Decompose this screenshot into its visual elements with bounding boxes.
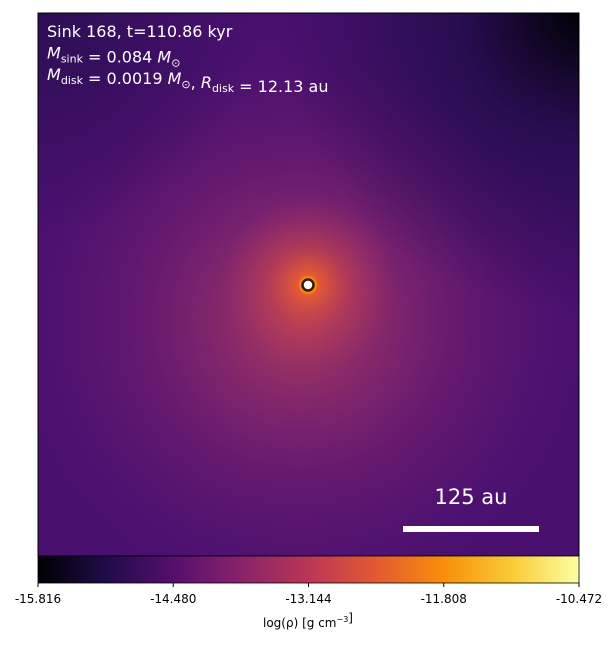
text-part: Sink 168, t=110.86 kyr [47, 22, 233, 41]
scale-bar [403, 526, 539, 532]
text-part: R [201, 73, 212, 92]
tick-label: -15.816 [15, 592, 61, 606]
text-part: = 0.084 [83, 48, 157, 67]
subscript: ⊙ [171, 57, 180, 70]
text-part: M [157, 48, 171, 67]
text-part: log(ρ) [g cm [263, 616, 337, 630]
density-map [38, 13, 579, 556]
subscript: sink [61, 53, 84, 66]
text-part: , [191, 73, 201, 92]
subscript: disk [61, 74, 84, 87]
colorbar-label: log(ρ) [g cm−3] [263, 611, 353, 630]
text-part: M [47, 44, 61, 63]
subscript: disk [212, 82, 235, 95]
colorbar-ticks: -15.816 -14.480 -13.144 -11.808 -10.472 [15, 583, 602, 606]
text-part: M [47, 65, 61, 84]
title-line: Sink 168, t=110.86 kyr [47, 22, 233, 41]
tick-label: -13.144 [285, 592, 331, 606]
text-part: = 0.0019 [83, 69, 168, 88]
sink-marker [301, 278, 315, 292]
subscript: ⊙ [181, 78, 190, 91]
text-part: = 12.13 au [234, 77, 328, 96]
tick-label: -11.808 [421, 592, 467, 606]
superscript: −3 [337, 615, 349, 624]
title-line: Mdisk = 0.0019 M⊙, Rdisk = 12.13 au [47, 65, 329, 96]
title-line: Msink = 0.084 M⊙ [47, 44, 180, 70]
text-part: M [168, 69, 182, 88]
colorbar [37, 555, 580, 584]
text-part: ] [348, 611, 353, 625]
tick-label: -10.472 [556, 592, 602, 606]
scale-bar-label: 125 au [435, 485, 508, 509]
tick-label: -14.480 [150, 592, 196, 606]
